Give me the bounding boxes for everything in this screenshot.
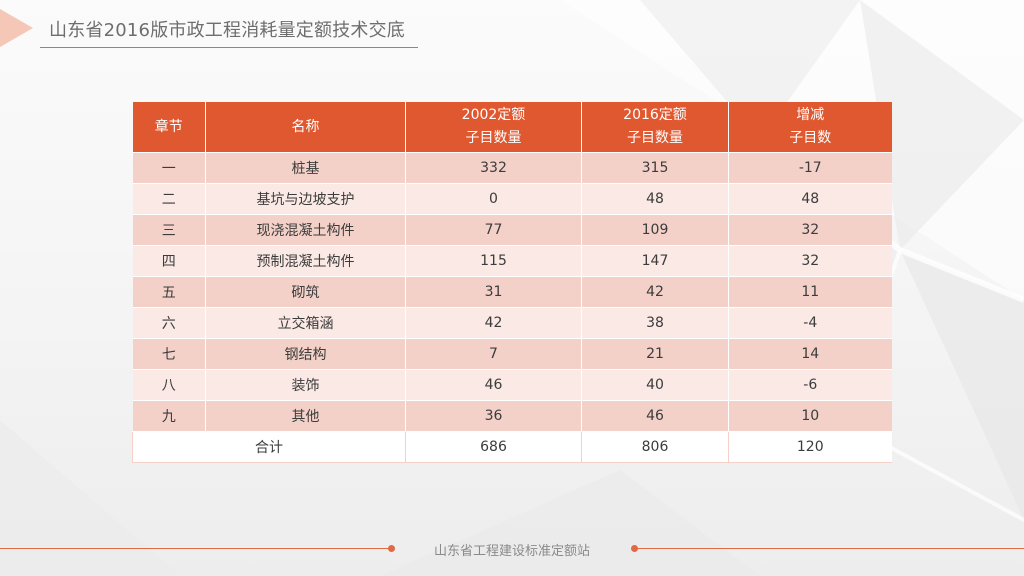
title-underline bbox=[40, 47, 418, 48]
footer-line-right bbox=[636, 548, 1024, 549]
cell-diff: 14 bbox=[728, 338, 892, 370]
cell-name: 立交箱涵 bbox=[205, 307, 406, 339]
cell-diff: 48 bbox=[728, 183, 892, 215]
cell-2016: 40 bbox=[581, 369, 729, 401]
quota-comparison-table: 章节 名称 2002定额 子目数量 2016定额 子目数量 增减 子目数 一 桩基 3… bbox=[132, 102, 892, 463]
cell-name: 钢结构 bbox=[205, 338, 406, 370]
cell-diff: -17 bbox=[728, 152, 892, 184]
cell-2016: 109 bbox=[581, 214, 729, 246]
cell-2016: 315 bbox=[581, 152, 729, 184]
cell-diff: -4 bbox=[728, 307, 892, 339]
total-label: 合计 bbox=[132, 431, 406, 463]
cell-chapter: 一 bbox=[132, 152, 206, 184]
table-row: 六 立交箱涵 42 38 -4 bbox=[132, 307, 892, 339]
cell-2002: 115 bbox=[405, 245, 582, 277]
cell-2002: 36 bbox=[405, 400, 582, 432]
header-2002-count: 2002定额 子目数量 bbox=[405, 102, 582, 153]
page-title: 山东省2016版市政工程消耗量定额技术交底 bbox=[49, 20, 406, 41]
cell-chapter: 九 bbox=[132, 400, 206, 432]
table-row: 八 装饰 46 40 -6 bbox=[132, 369, 892, 401]
cell-chapter: 三 bbox=[132, 214, 206, 246]
total-2002: 686 bbox=[405, 431, 582, 463]
cell-name: 现浇混凝土构件 bbox=[205, 214, 406, 246]
total-2016: 806 bbox=[581, 431, 729, 463]
header-2016-count: 2016定额 子目数量 bbox=[581, 102, 729, 153]
footer-line-left bbox=[0, 548, 390, 549]
cell-diff: 32 bbox=[728, 214, 892, 246]
cell-name: 装饰 bbox=[205, 369, 406, 401]
cell-chapter: 五 bbox=[132, 276, 206, 308]
quota-comparison-table-container: 章节 名称 2002定额 子目数量 2016定额 子目数量 增减 子目数 一 桩基 3… bbox=[132, 102, 892, 463]
cell-2002: 77 bbox=[405, 214, 582, 246]
cell-2016: 147 bbox=[581, 245, 729, 277]
table-row: 九 其他 36 46 10 bbox=[132, 400, 892, 432]
header-name: 名称 bbox=[205, 102, 406, 153]
total-diff: 120 bbox=[728, 431, 892, 463]
title-accent-triangle bbox=[0, 9, 33, 47]
cell-2016: 42 bbox=[581, 276, 729, 308]
table-row: 一 桩基 332 315 -17 bbox=[132, 152, 892, 184]
cell-2002: 31 bbox=[405, 276, 582, 308]
cell-name: 基坑与边坡支护 bbox=[205, 183, 406, 215]
cell-2002: 332 bbox=[405, 152, 582, 184]
cell-chapter: 四 bbox=[132, 245, 206, 277]
cell-2002: 0 bbox=[405, 183, 582, 215]
cell-2016: 38 bbox=[581, 307, 729, 339]
table-total-row: 合计 686 806 120 bbox=[132, 431, 892, 463]
cell-chapter: 二 bbox=[132, 183, 206, 215]
cell-diff: 32 bbox=[728, 245, 892, 277]
cell-name: 预制混凝土构件 bbox=[205, 245, 406, 277]
cell-2016: 46 bbox=[581, 400, 729, 432]
header-diff-count: 增减 子目数 bbox=[728, 102, 892, 153]
cell-2016: 21 bbox=[581, 338, 729, 370]
header-chapter: 章节 bbox=[132, 102, 206, 153]
cell-diff: -6 bbox=[728, 369, 892, 401]
cell-2002: 7 bbox=[405, 338, 582, 370]
footer-dot-right bbox=[631, 545, 638, 552]
cell-chapter: 八 bbox=[132, 369, 206, 401]
cell-chapter: 六 bbox=[132, 307, 206, 339]
table-row: 五 砌筑 31 42 11 bbox=[132, 276, 892, 308]
cell-2016: 48 bbox=[581, 183, 729, 215]
table-header-row: 章节 名称 2002定额 子目数量 2016定额 子目数量 增减 子目数 bbox=[132, 102, 892, 153]
cell-name: 桩基 bbox=[205, 152, 406, 184]
table-row: 二 基坑与边坡支护 0 48 48 bbox=[132, 183, 892, 215]
footer-dot-left bbox=[388, 545, 395, 552]
cell-2002: 46 bbox=[405, 369, 582, 401]
cell-name: 砌筑 bbox=[205, 276, 406, 308]
cell-chapter: 七 bbox=[132, 338, 206, 370]
cell-2002: 42 bbox=[405, 307, 582, 339]
cell-diff: 11 bbox=[728, 276, 892, 308]
table-row: 七 钢结构 7 21 14 bbox=[132, 338, 892, 370]
table-row: 四 预制混凝土构件 115 147 32 bbox=[132, 245, 892, 277]
cell-diff: 10 bbox=[728, 400, 892, 432]
footer-organization: 山东省工程建设标准定额站 bbox=[433, 544, 590, 559]
cell-name: 其他 bbox=[205, 400, 406, 432]
table-row: 三 现浇混凝土构件 77 109 32 bbox=[132, 214, 892, 246]
